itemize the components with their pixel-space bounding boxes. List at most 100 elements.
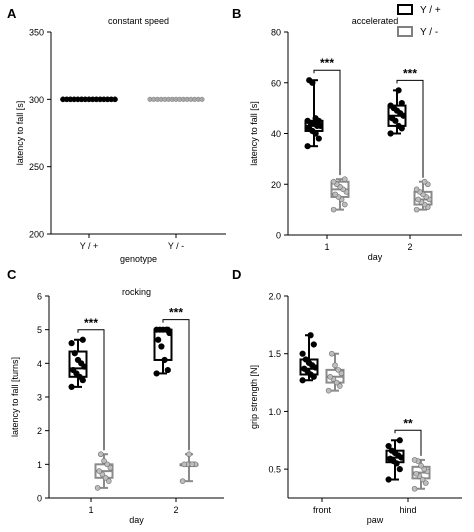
data-point — [325, 387, 332, 394]
data-point — [310, 341, 317, 348]
x-tick-label: front — [313, 505, 332, 515]
x-tick-label: hind — [399, 505, 416, 515]
data-point — [68, 383, 75, 391]
y-axis-label: latency to fall [s] — [15, 101, 25, 166]
y-axis-label: latency to fall [turns] — [10, 357, 20, 437]
data-point — [328, 350, 335, 357]
x-tick-label: 2 — [407, 242, 412, 252]
y-tick-label: 6 — [37, 292, 42, 302]
legend-label-wt: Y / + — [420, 5, 441, 16]
data-point — [332, 362, 338, 369]
chart-title: rocking — [122, 287, 151, 297]
data-point — [161, 356, 168, 364]
data-point — [301, 365, 308, 372]
data-point — [330, 206, 337, 213]
data-point — [421, 466, 428, 472]
data-point — [341, 201, 348, 208]
box-wt-2 — [153, 326, 173, 377]
data-point — [422, 480, 429, 486]
data-point — [186, 451, 192, 458]
y-tick-label: 20 — [271, 180, 281, 190]
y-tick-label: 0 — [37, 494, 42, 504]
data-point — [199, 96, 205, 102]
y-tick-label: 1.5 — [268, 349, 281, 359]
data-point — [79, 336, 86, 343]
data-point — [299, 377, 306, 384]
box-mut-2 — [179, 451, 199, 484]
box-mut-hind — [411, 457, 431, 492]
chart-title: accelerated — [352, 16, 399, 26]
legend-swatch-mut — [397, 26, 413, 37]
data-point — [418, 462, 424, 469]
bracket-line — [396, 79, 424, 178]
y-tick-label: 40 — [271, 129, 281, 139]
data-point — [104, 461, 110, 468]
data-point — [419, 476, 426, 483]
data-point — [387, 130, 394, 137]
y-tick-label: 1.0 — [268, 407, 281, 417]
box-mut-1 — [330, 176, 350, 213]
y-tick-label: 200 — [29, 230, 44, 240]
data-point — [98, 451, 104, 458]
data-point — [304, 117, 311, 124]
panel-letter: D — [232, 267, 241, 282]
data-point — [70, 366, 77, 374]
data-point — [299, 350, 306, 357]
box-wt-2 — [387, 87, 407, 137]
y-tick-label: 2 — [37, 426, 42, 436]
significance-bracket: ** — [394, 416, 422, 456]
bracket-line — [162, 319, 190, 451]
y-tick-label: 300 — [29, 95, 44, 105]
y-tick-label: 5 — [37, 325, 42, 335]
data-point — [107, 464, 114, 471]
data-point — [106, 478, 112, 484]
y-tick-label: 4 — [37, 359, 42, 369]
data-point — [164, 366, 171, 374]
bracket-line — [394, 429, 422, 456]
data-point — [312, 115, 319, 122]
legend-swatch-wt — [397, 4, 413, 15]
data-point — [413, 186, 420, 193]
data-point — [304, 143, 311, 150]
data-point — [333, 379, 340, 386]
y-tick-label: 0.5 — [268, 465, 281, 475]
data-point — [327, 373, 334, 380]
y-tick-label: 3 — [37, 393, 42, 403]
x-tick-label: 1 — [324, 242, 329, 252]
y-tick-label: 0 — [276, 231, 281, 241]
significance-label: *** — [169, 306, 183, 320]
data-point — [68, 340, 75, 347]
box-mut-2 — [413, 178, 433, 213]
data-point — [395, 87, 402, 94]
chart-title: constant speed — [108, 16, 169, 26]
y-tick-label: 1 — [37, 460, 42, 470]
data-point — [99, 471, 106, 478]
y-tick-label: 2.0 — [268, 292, 281, 302]
data-point — [74, 356, 82, 364]
data-point — [302, 356, 309, 363]
significance-bracket: *** — [77, 316, 105, 451]
x-axis-label: day — [368, 252, 383, 262]
data-point — [164, 326, 171, 333]
y-axis-label: grip strength [N] — [249, 365, 259, 429]
data-point — [387, 455, 394, 462]
legend-label-mut: Y / - — [420, 27, 438, 38]
bracket-line — [313, 69, 341, 176]
x-axis-label: paw — [367, 515, 384, 525]
data-point — [335, 367, 342, 373]
bracket-line — [77, 329, 105, 451]
data-point — [102, 474, 109, 481]
data-point — [385, 476, 392, 483]
data-point — [189, 461, 195, 468]
data-point — [112, 96, 118, 103]
data-point — [330, 178, 337, 185]
y-tick-label: 350 — [29, 28, 44, 38]
data-point — [387, 102, 394, 109]
data-point — [415, 196, 422, 203]
significance-label: ** — [403, 416, 413, 430]
box-wt-front — [299, 332, 319, 384]
box-wt-hind — [385, 437, 405, 483]
